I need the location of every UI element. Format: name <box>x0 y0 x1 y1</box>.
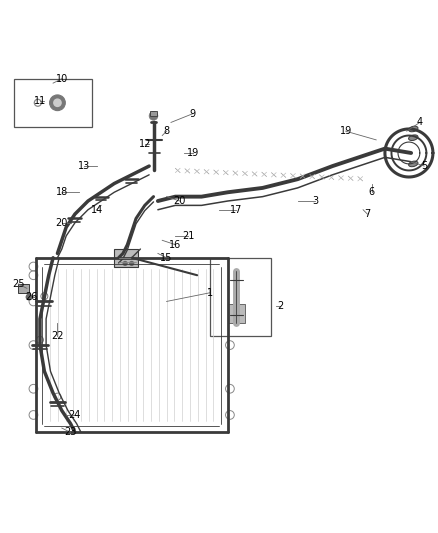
Circle shape <box>123 261 128 266</box>
Text: 19: 19 <box>187 148 199 158</box>
Text: 21: 21 <box>182 231 194 241</box>
Circle shape <box>25 294 32 301</box>
Text: 4: 4 <box>417 117 423 127</box>
Circle shape <box>49 95 65 111</box>
Ellipse shape <box>409 126 418 132</box>
Text: 3: 3 <box>312 196 318 206</box>
Text: 14: 14 <box>91 205 103 215</box>
Text: 5: 5 <box>421 161 427 171</box>
Text: 7: 7 <box>364 209 371 219</box>
Text: 24: 24 <box>69 410 81 420</box>
Text: 1: 1 <box>207 288 213 298</box>
FancyBboxPatch shape <box>18 284 29 293</box>
Text: 10: 10 <box>56 74 68 84</box>
Text: 17: 17 <box>230 205 243 215</box>
Text: 2: 2 <box>277 301 283 311</box>
Circle shape <box>149 111 158 120</box>
FancyBboxPatch shape <box>114 249 138 266</box>
Circle shape <box>129 261 134 266</box>
FancyBboxPatch shape <box>14 79 92 127</box>
Text: 12: 12 <box>138 139 151 149</box>
Text: 15: 15 <box>160 253 173 263</box>
Ellipse shape <box>409 135 418 141</box>
Text: 11: 11 <box>34 95 46 106</box>
Text: 25: 25 <box>12 279 25 289</box>
Text: 6: 6 <box>369 187 375 197</box>
FancyBboxPatch shape <box>150 111 157 116</box>
Text: 23: 23 <box>64 427 77 438</box>
Text: 18: 18 <box>56 187 68 197</box>
Text: 13: 13 <box>78 161 90 171</box>
FancyBboxPatch shape <box>228 304 245 323</box>
Text: 26: 26 <box>25 292 37 302</box>
Text: 16: 16 <box>169 240 181 249</box>
FancyBboxPatch shape <box>210 258 272 336</box>
Text: 20: 20 <box>56 218 68 228</box>
Ellipse shape <box>409 161 418 167</box>
Text: 9: 9 <box>190 109 196 119</box>
Circle shape <box>53 99 62 107</box>
Text: 22: 22 <box>51 332 64 341</box>
Text: 19: 19 <box>339 126 352 136</box>
Text: 8: 8 <box>163 126 170 136</box>
Text: 20: 20 <box>173 196 186 206</box>
